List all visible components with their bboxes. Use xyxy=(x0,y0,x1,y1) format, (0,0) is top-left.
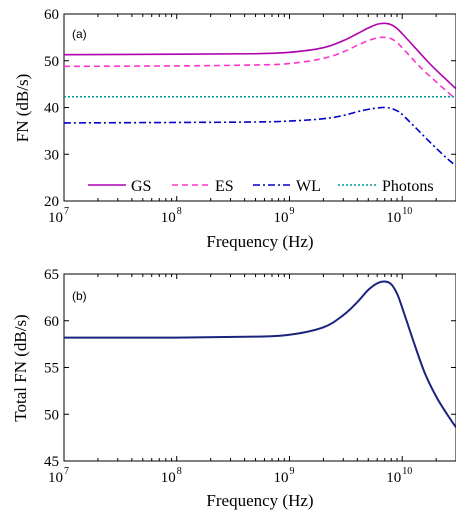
y-tick-label: 60 xyxy=(44,7,59,23)
series-line-gs xyxy=(63,22,456,90)
legend-label-photons: Photons xyxy=(382,178,434,195)
x-tick-label-exponent: 9 xyxy=(289,466,294,477)
y-tick-label: 40 xyxy=(44,101,59,117)
x-tick-label: 10 xyxy=(386,470,401,486)
x-tick-label-exponent: 10 xyxy=(402,206,412,217)
chart-a-xlabel: Frequency (Hz) xyxy=(206,232,313,251)
y-tick-label: 30 xyxy=(44,147,59,163)
x-tick-label-exponent: 7 xyxy=(64,206,69,217)
x-tick-label: 10 xyxy=(48,470,63,486)
y-tick-label: 50 xyxy=(44,54,59,70)
x-tick-label-exponent: 7 xyxy=(64,466,69,477)
x-tick-label: 10 xyxy=(386,210,401,226)
x-tick-label-exponent: 8 xyxy=(177,466,182,477)
series-line-total xyxy=(63,280,456,428)
chart-b-xlabel: Frequency (Hz) xyxy=(206,491,313,510)
y-tick-label: 55 xyxy=(44,361,59,377)
chart-a-legend: GS ES WL Photons xyxy=(88,178,434,195)
chart-b-series xyxy=(63,280,456,428)
chart-a-frame xyxy=(63,13,456,202)
x-tick-label: 10 xyxy=(273,470,288,486)
x-tick-label: 10 xyxy=(48,210,63,226)
chart-a-panel-label: (a) xyxy=(72,27,87,41)
x-tick-label: 10 xyxy=(161,470,176,486)
x-tick-label-exponent: 10 xyxy=(402,466,412,477)
x-tick-label: 10 xyxy=(161,210,176,226)
chart-a-ylabel: FN (dB/s) xyxy=(13,74,32,142)
chart-b-frame xyxy=(63,273,456,462)
x-tick-label-exponent: 8 xyxy=(177,206,182,217)
y-tick-label: 50 xyxy=(44,407,59,423)
chart-b-panel-label: (b) xyxy=(72,289,87,303)
y-tick-label: 45 xyxy=(44,454,59,470)
x-tick-label-exponent: 9 xyxy=(289,206,294,217)
series-line-wl xyxy=(63,106,456,167)
chart-b-ylabel: Total FN (dB/s) xyxy=(11,314,30,421)
chart-a-series xyxy=(63,22,456,167)
y-tick-label: 60 xyxy=(44,314,59,330)
y-tick-label: 65 xyxy=(44,267,59,283)
x-tick-label: 10 xyxy=(273,210,288,226)
legend-label-es: ES xyxy=(215,178,234,195)
legend-label-wl: WL xyxy=(296,178,321,195)
y-tick-label: 20 xyxy=(44,194,59,210)
legend-label-gs: GS xyxy=(131,178,151,195)
series-line-es xyxy=(63,36,456,100)
